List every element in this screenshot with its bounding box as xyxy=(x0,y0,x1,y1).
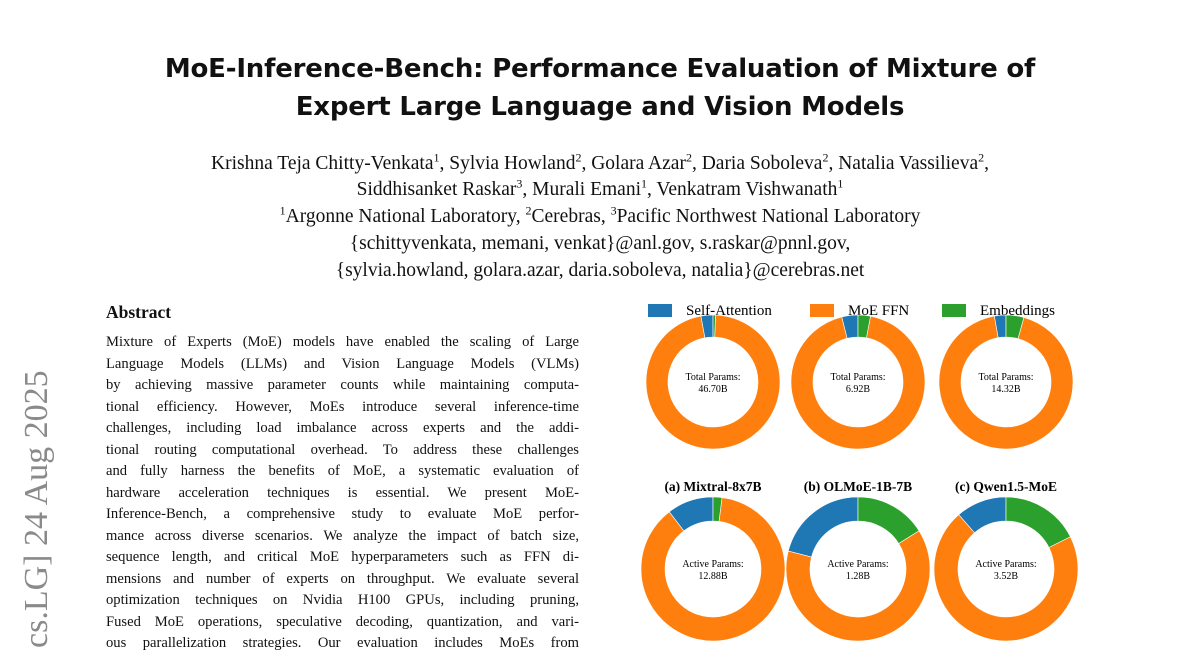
donut-slice xyxy=(933,514,1079,642)
author: Siddhisanket Raskar3 xyxy=(356,176,533,201)
donut-slice xyxy=(645,314,781,450)
author-name: Murali Emani xyxy=(532,179,641,200)
affil-mark: 3 xyxy=(610,203,617,218)
donut-slice xyxy=(857,314,871,339)
email-line: {schittyvenkata, memani, venkat}@anl.gov… xyxy=(349,233,851,254)
donut-slice xyxy=(712,496,723,522)
abstract-line: challenges, including load imbalance acr… xyxy=(106,420,579,436)
center-label: Active Params: xyxy=(827,559,888,570)
center-value: 1.28B xyxy=(846,571,871,582)
author-name: Daria Soboleva xyxy=(701,153,823,174)
donut-slice xyxy=(1005,314,1025,340)
legend-swatch xyxy=(810,304,834,317)
center-label: Total Params: xyxy=(978,372,1033,383)
affil-mark: 2 xyxy=(575,150,582,165)
abstract-heading: Abstract xyxy=(106,302,172,322)
abstract-line: Language Models (LLMs) and Vision Langua… xyxy=(106,355,579,372)
donut-slice xyxy=(712,314,716,338)
abstract-line: hardware acceleration techniques is esse… xyxy=(106,484,579,501)
center-label: Total Params: xyxy=(830,372,885,383)
center-value: 3.52B xyxy=(994,571,1019,582)
affil-name: Argonne National Laboratory xyxy=(285,206,516,227)
author-name: Venkatram Vishwanath xyxy=(656,179,838,200)
abstract-line: Inference-Bench, a comprehensive study t… xyxy=(106,506,579,522)
affil-name: Cerebras xyxy=(531,206,601,227)
legend-swatch xyxy=(648,304,672,317)
center-value: 46.70B xyxy=(698,384,728,395)
author-name: Sylvia Howland xyxy=(449,153,576,174)
abstract-line: Mixture of Experts (MoE) models have ena… xyxy=(106,334,579,350)
author-name: Siddhisanket Raskar xyxy=(356,179,517,200)
affil-mark: 1 xyxy=(433,150,440,165)
abstract-line: and fully harness the benefits of MoE, a… xyxy=(106,463,579,479)
author-name: Krishna Teja Chitty-Venkata xyxy=(211,153,434,174)
center-label: Active Params: xyxy=(682,559,743,570)
donut-slice xyxy=(790,315,926,450)
abstract-line: ous parallelization strategies. Our eval… xyxy=(106,635,579,651)
abstract-line: sequence length, and critical MoE hyperp… xyxy=(106,549,579,565)
affil-mark: 1 xyxy=(279,203,286,218)
donut-slice xyxy=(857,496,920,544)
author: Venkatram Vishwanath1 xyxy=(656,176,844,201)
abstract-line: tional efficiency. However, MoEs introdu… xyxy=(106,398,579,415)
author: Murali Emani1 xyxy=(532,176,656,201)
abstract-line: mensions and number of experts on throug… xyxy=(106,570,579,587)
author-name: Golara Azar xyxy=(591,153,686,174)
abstract-line: mance across diverse scenarios. We analy… xyxy=(106,527,579,544)
author: Sylvia Howland2 xyxy=(449,150,591,175)
paper-title: Expert Large Language and Vision Models xyxy=(295,92,905,122)
author: Golara Azar2 xyxy=(591,150,702,175)
abstract-text: Mixture of Experts (MoE) models have ena… xyxy=(106,332,579,655)
author-line: Siddhisanket Raskar3Murali Emani1Venkatr… xyxy=(0,176,1200,201)
affiliations: 1Argonne National Laboratory2Cerebras3Pa… xyxy=(0,203,1200,228)
affil-mark: 3 xyxy=(516,176,523,191)
donut-slice xyxy=(787,496,859,558)
center-label: Active Params: xyxy=(975,559,1036,570)
author: Krishna Teja Chitty-Venkata1 xyxy=(211,150,449,175)
center-value: 6.92B xyxy=(846,384,871,395)
abstract-line: tional routing computational overhead. T… xyxy=(106,441,579,458)
author-name: Natalia Vassilieva xyxy=(838,153,979,174)
panel-caption: (a) Mixtral-8x7B xyxy=(664,479,761,494)
abstract-line: optimization techniques on Nvidia H100 G… xyxy=(106,592,579,608)
affil-mark: 2 xyxy=(525,203,532,218)
center-value: 14.32B xyxy=(991,384,1021,395)
affiliation: 3Pacific Northwest National Laboratory xyxy=(610,203,921,228)
affil-mark: 1 xyxy=(837,176,844,191)
author-line: Krishna Teja Chitty-Venkata1Sylvia Howla… xyxy=(0,150,1200,175)
affiliation: 2Cerebras xyxy=(525,203,611,228)
donut-slice xyxy=(785,530,931,642)
center-label: Total Params: xyxy=(685,372,740,383)
donut-slice xyxy=(640,497,786,642)
panel-caption: (b) OLMoE-1B-7B xyxy=(804,479,912,494)
affiliation: 1Argonne National Laboratory xyxy=(279,203,526,228)
email-line: {sylvia.howland, golara.azar, daria.sobo… xyxy=(335,260,865,281)
legend-label: Embeddings xyxy=(980,303,1055,319)
legend-swatch xyxy=(942,304,966,317)
affil-mark: 2 xyxy=(978,150,985,165)
abstract-line: by achieving massive parameter counts wh… xyxy=(106,377,579,393)
author: Natalia Vassilieva2 xyxy=(838,150,989,175)
arxiv-sidebar: cs.LG] 24 Aug 2025 xyxy=(18,370,55,648)
donut-slice xyxy=(938,315,1074,450)
affil-name: Pacific Northwest National Laboratory xyxy=(616,206,921,227)
center-value: 12.88B xyxy=(698,571,728,582)
affil-mark: 2 xyxy=(822,150,829,165)
affil-mark: 1 xyxy=(641,176,647,191)
panel-caption: (c) Qwen1.5-MoE xyxy=(955,479,1057,494)
abstract-line: Fused MoE operations, speculative decodi… xyxy=(106,613,579,630)
author: Daria Soboleva2 xyxy=(701,150,839,175)
affil-mark: 2 xyxy=(685,150,692,165)
paper-title: MoE-Inference-Bench: Performance Evaluat… xyxy=(164,54,1036,84)
donut-slice xyxy=(1005,496,1071,548)
